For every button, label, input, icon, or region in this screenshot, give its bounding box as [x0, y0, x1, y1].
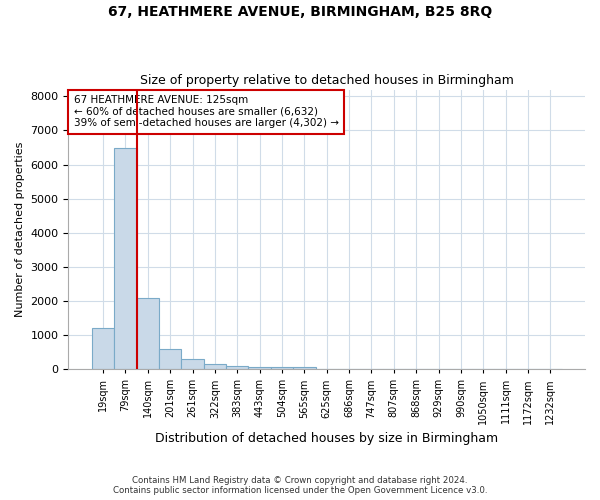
- Bar: [271, 368, 293, 369]
- Bar: [204, 364, 226, 369]
- Bar: [181, 360, 204, 369]
- Y-axis label: Number of detached properties: Number of detached properties: [15, 142, 25, 317]
- Bar: [159, 348, 181, 369]
- Bar: [92, 328, 114, 369]
- Bar: [226, 366, 248, 369]
- Bar: [137, 298, 159, 369]
- Text: 67, HEATHMERE AVENUE, BIRMINGHAM, B25 8RQ: 67, HEATHMERE AVENUE, BIRMINGHAM, B25 8R…: [108, 5, 492, 19]
- X-axis label: Distribution of detached houses by size in Birmingham: Distribution of detached houses by size …: [155, 432, 498, 445]
- Bar: [248, 367, 271, 369]
- Text: Contains HM Land Registry data © Crown copyright and database right 2024.
Contai: Contains HM Land Registry data © Crown c…: [113, 476, 487, 495]
- Text: 67 HEATHMERE AVENUE: 125sqm
← 60% of detached houses are smaller (6,632)
39% of : 67 HEATHMERE AVENUE: 125sqm ← 60% of det…: [74, 95, 338, 128]
- Bar: [114, 148, 137, 369]
- Title: Size of property relative to detached houses in Birmingham: Size of property relative to detached ho…: [140, 74, 514, 87]
- Bar: [293, 368, 316, 369]
